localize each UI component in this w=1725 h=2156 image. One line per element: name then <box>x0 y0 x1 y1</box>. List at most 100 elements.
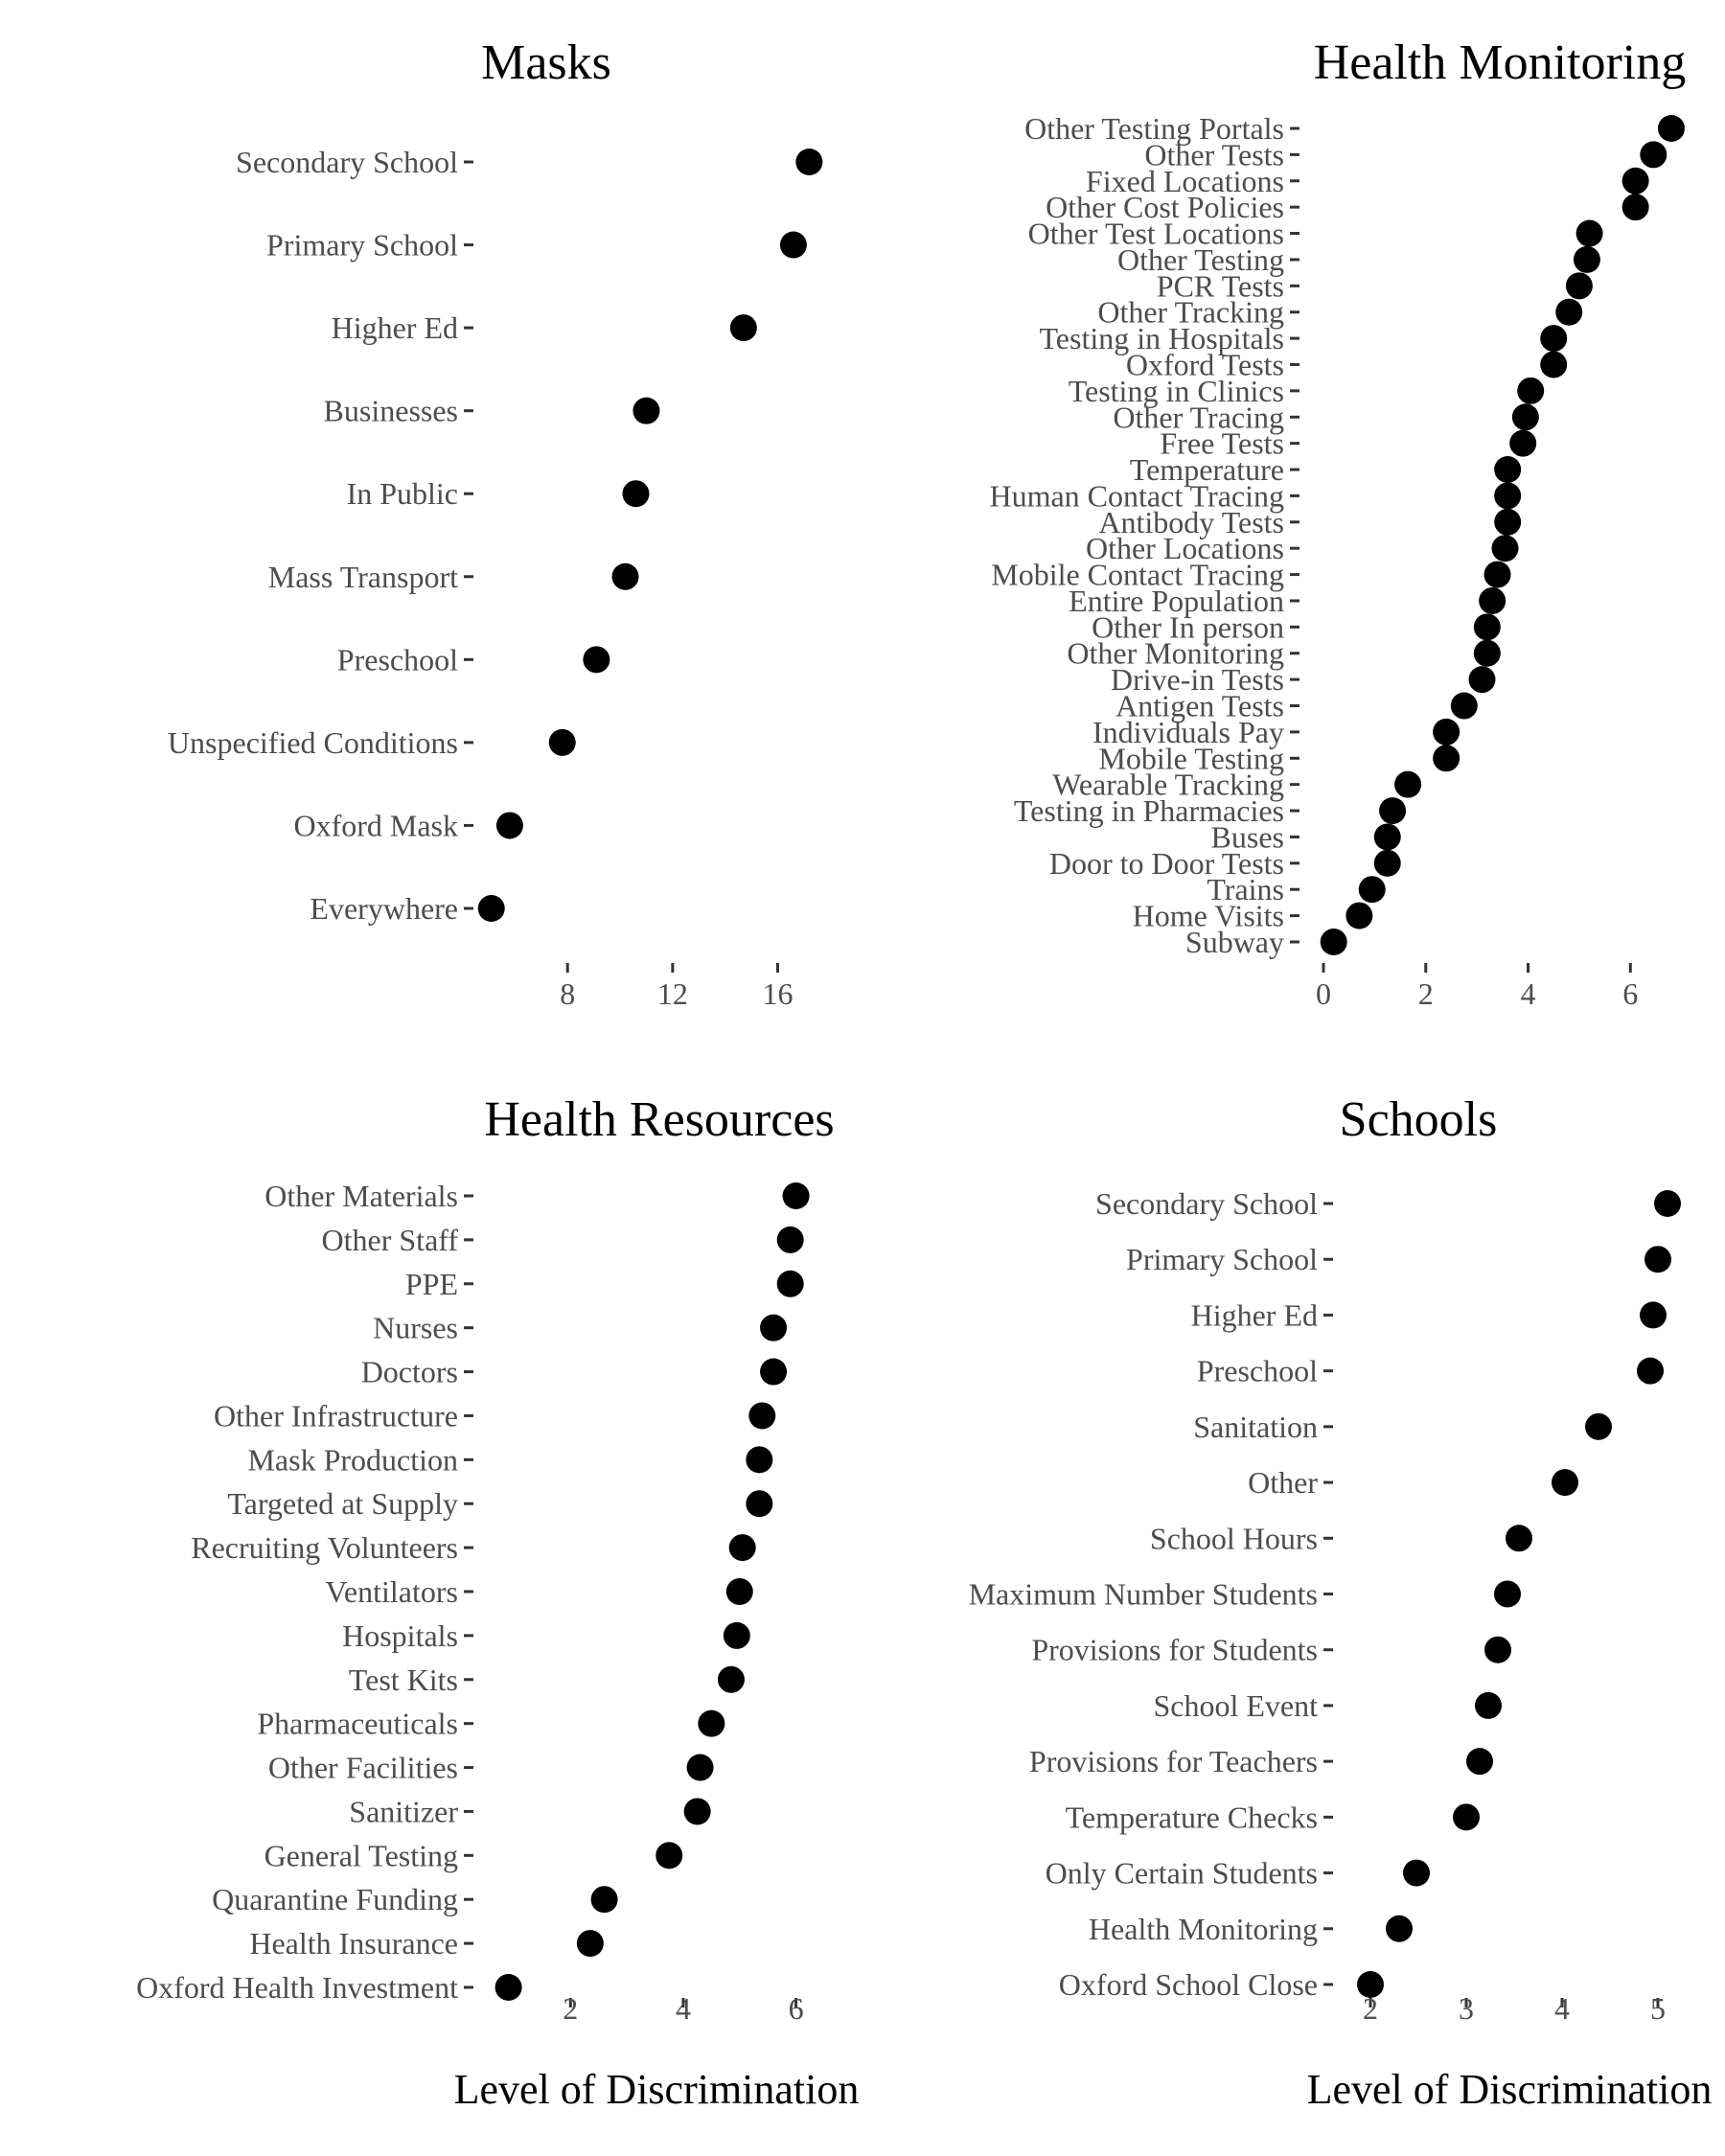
category-label: Oxford Mask <box>293 808 458 842</box>
data-point <box>1453 1803 1480 1831</box>
category-label: Other <box>1248 1465 1318 1500</box>
data-point <box>746 1490 773 1518</box>
x-tick-label: 2 <box>1363 1991 1378 2026</box>
category-label: Oxford Health Investment <box>136 1970 458 2005</box>
category-label: Mass Transport <box>268 560 458 594</box>
category-label: Testing in Clinics <box>1069 374 1284 408</box>
panel-title: Masks <box>481 35 611 90</box>
category-label: Sanitation <box>1193 1410 1318 1444</box>
data-point <box>1509 429 1537 457</box>
category-label: Other Monitoring <box>1067 636 1284 671</box>
data-point <box>1468 666 1496 694</box>
data-point <box>1386 1915 1413 1942</box>
category-label: Other Staff <box>322 1223 459 1257</box>
data-point <box>495 812 523 839</box>
category-label: Nurses <box>373 1311 458 1345</box>
category-label: Test Kits <box>349 1663 458 1697</box>
x-tick-label: 8 <box>560 976 575 1011</box>
data-point <box>477 895 505 922</box>
data-point <box>590 1886 618 1914</box>
category-label: Only Certain Students <box>1046 1856 1318 1891</box>
data-point <box>1433 718 1460 745</box>
category-label: Pharmaceuticals <box>257 1707 458 1741</box>
data-point <box>760 1358 788 1386</box>
x-tick-label: 2 <box>563 1991 578 2026</box>
category-label: Health Monitoring <box>1089 1912 1318 1946</box>
category-label: Preschool <box>337 642 458 677</box>
category-label: Other Tracing <box>1113 400 1284 434</box>
category-label: Other Cost Policies <box>1046 190 1284 224</box>
category-label: Buses <box>1211 819 1284 854</box>
data-point <box>1450 692 1478 720</box>
category-label: Other Facilities <box>268 1751 458 1785</box>
category-label: Entire Population <box>1069 584 1284 618</box>
data-point <box>656 1842 683 1869</box>
category-label: Provisions for Students <box>1031 1633 1318 1667</box>
category-label: Targeted at Supply <box>227 1486 458 1521</box>
category-label: Hospitals <box>342 1618 458 1653</box>
x-tick-label: 3 <box>1459 1991 1474 2026</box>
x-tick-label: 16 <box>762 976 793 1011</box>
category-label: Oxford Tests <box>1126 347 1284 381</box>
data-point <box>725 1578 753 1605</box>
data-point <box>795 149 823 175</box>
category-label: Mobile Contact Tracing <box>991 558 1284 592</box>
category-label: In Public <box>347 476 458 511</box>
category-label: Health Insurance <box>249 1926 458 1961</box>
data-point <box>1466 1748 1493 1776</box>
data-point <box>583 646 610 674</box>
category-label: School Hours <box>1150 1521 1318 1555</box>
category-label: Doctors <box>361 1355 458 1389</box>
category-label: Other Test Locations <box>1028 217 1284 251</box>
category-label: Other In person <box>1092 609 1284 644</box>
panel-masks: Masks Secondary School Primary School Highe… <box>168 35 823 1011</box>
data-point <box>1565 272 1593 300</box>
data-point <box>1473 639 1501 667</box>
data-point <box>1494 482 1522 510</box>
data-point <box>1346 902 1373 929</box>
data-point <box>1479 586 1506 614</box>
x-tick-label: 2 <box>1418 976 1434 1011</box>
data-point <box>1475 1691 1502 1719</box>
x-tick-label: 6 <box>1622 976 1638 1011</box>
data-point <box>748 1402 776 1430</box>
category-label: Testing in Pharmacies <box>1014 793 1284 828</box>
data-point <box>576 1930 604 1958</box>
category-label: Trains <box>1207 872 1284 906</box>
data-point <box>1506 1525 1532 1552</box>
panel-title: Health Monitoring <box>1314 35 1687 90</box>
category-label: Other Locations <box>1086 531 1284 565</box>
data-point <box>717 1665 745 1693</box>
category-label: Subway <box>1185 925 1284 959</box>
category-label: Other Materials <box>264 1179 458 1213</box>
data-point <box>1637 1357 1664 1385</box>
data-point <box>683 1798 711 1825</box>
data-point <box>1540 351 1568 378</box>
data-point <box>782 1182 810 1209</box>
data-point <box>1373 849 1401 877</box>
data-point <box>779 231 807 259</box>
category-label: Temperature <box>1130 452 1284 487</box>
category-label: Unspecified Conditions <box>168 725 458 760</box>
data-point <box>1494 508 1522 536</box>
panel-title: Schools <box>1340 1092 1498 1147</box>
data-point <box>1585 1412 1612 1440</box>
panel-health-resources: Health Resources Other Materials Other Sta… <box>136 1092 859 2113</box>
x-axis-title: Level of Discrimination <box>454 2066 860 2113</box>
data-point <box>622 480 650 508</box>
data-point <box>729 314 757 342</box>
category-label: Human Contact Tracing <box>989 478 1284 513</box>
category-label: Testing in Hospitals <box>1039 321 1284 356</box>
data-point <box>1622 194 1649 221</box>
category-label: Other Tests <box>1144 137 1284 172</box>
x-tick-label: 4 <box>676 1991 691 2026</box>
data-point <box>760 1314 788 1342</box>
category-label: Home Visits <box>1133 899 1284 933</box>
category-label: Secondary School <box>236 145 458 179</box>
data-point <box>1555 298 1583 326</box>
category-label: Ventilators <box>325 1574 458 1609</box>
data-point <box>611 562 639 590</box>
data-point <box>723 1621 750 1649</box>
